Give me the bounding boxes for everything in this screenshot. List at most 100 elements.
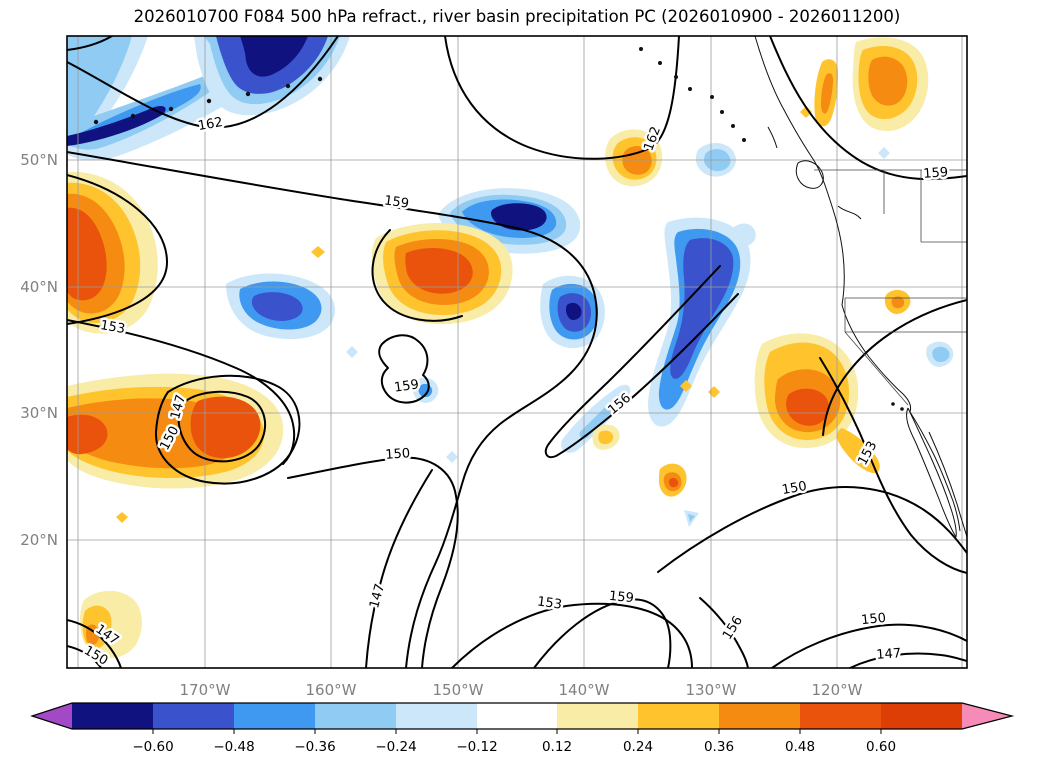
contour-label: 153 [536,594,563,612]
aleutian-island-dot [206,98,212,104]
contour-label: 150 [861,611,887,629]
contour-line-150 [657,486,967,573]
colorbar-tick-label: −0.12 [456,739,497,755]
x-axis-labels: 170°W 160°W 150°W 140°W 130°W 120°W [180,681,863,699]
anomaly-shading [67,36,954,659]
contour-line-156 [822,299,967,436]
colorbar: −0.60 −0.48 −0.36 −0.24 −0.12 0.12 0.24 … [30,702,1015,755]
contour-line-150 [771,623,967,668]
contour-line-153 [819,357,967,574]
negative-anomaly-fill [346,346,358,358]
contour-line-150 [154,374,301,485]
contour-label: 147 [367,582,388,610]
negative-anomaly-fill [670,238,734,379]
contour-label: 156 [720,614,746,643]
colorbar-outline [30,702,1015,730]
contour-line-147 [67,619,122,668]
coastlines [93,36,967,538]
positive-anomaly-fill [800,106,812,118]
y-tick-label: 30°N [20,404,58,422]
colorbar-segment [396,703,477,729]
x-tick-label: 120°W [812,681,863,699]
negative-anomaly-fill [251,292,303,321]
positive-anomaly-fill [116,512,128,523]
california-nevada-border [844,331,909,406]
colorbar-segment [153,703,234,729]
contour-label: 150 [385,446,411,463]
contour-line [67,36,113,51]
negative-anomaly-fill [446,451,458,463]
positive-anomaly-fill [821,73,834,114]
negative-anomaly-fill [932,346,950,362]
contour-line-153 [67,319,296,465]
contour-line-162 [67,36,339,129]
x-tick-label: 160°W [306,681,357,699]
island-dot [674,75,678,79]
y-tick-label: 20°N [20,531,58,549]
negative-anomaly-fill [67,105,166,146]
island-dot [731,124,735,128]
colorbar-segment [557,703,638,729]
colorbar-tick-label: 0.48 [785,739,815,755]
contour-label: 159 [393,377,420,395]
island-dot [639,47,643,51]
contour-line-156 [699,597,749,668]
contour-line-156 [67,174,168,325]
coastline-baja [906,407,957,538]
colorbar-tick-label: 0.24 [623,739,653,755]
colorbar-segment [72,703,153,729]
positive-anomaly-fill [786,388,830,426]
colorbar-under-arrow [32,703,72,729]
channel-island-dot [891,402,895,406]
positive-anomaly-fill [708,386,720,398]
colorbar-segment [315,703,396,729]
colorbar-ticks [152,729,882,734]
positive-anomaly-fill [67,414,108,455]
plot-border [66,35,968,669]
contour-line-147 [177,390,267,463]
chart-title: 2026010700 F084 500 hPa refract., river … [134,7,901,26]
colorbar-segment [234,703,315,729]
contour-label: 159 [608,589,634,607]
contour-lines [67,36,967,668]
positive-anomaly-fill [311,246,325,258]
contour-label: 159 [923,165,949,182]
positive-anomaly-fill [190,396,261,459]
contour-line-150 [287,456,459,668]
contour-label: 162 [197,115,224,134]
colorbar-tick-label: 0.60 [866,739,896,755]
negative-anomaly-fill [565,302,582,320]
contour-label: 153 [99,318,126,337]
island-dot [710,95,714,99]
aleutian-island-dot [168,106,174,112]
contour-label: 147 [876,646,902,663]
positive-anomaly-fill [868,56,908,106]
contour-line-153 [451,602,693,668]
colorbar-tick-label: −0.24 [375,739,416,755]
coastline-mexico-mainland [928,431,967,538]
contour-line-159 [378,334,430,404]
colorbar-tick-label: −0.60 [132,739,173,755]
contour-label: 159 [383,193,410,211]
colorbar-tick-label: −0.36 [294,739,335,755]
positive-anomaly-fill [891,296,905,309]
positive-anomaly-fill [668,478,679,488]
island-dot [742,138,746,142]
vancouver-island [795,160,824,189]
colorbar-segment [477,703,557,729]
negative-anomaly-fill [579,395,623,439]
contour-line-147 [849,652,967,668]
colorbar-tick-label: −0.48 [213,739,254,755]
negative-anomaly-fill [688,514,695,522]
x-tick-label: 140°W [559,681,610,699]
positive-anomaly-fill [622,146,652,175]
negative-anomaly-fill [732,223,756,247]
contour-line-156 [544,265,739,459]
political-borders [814,169,967,406]
y-axis-labels: 50°N 40°N 30°N 20°N [20,151,58,549]
negative-anomaly-fill [491,203,547,231]
colorbar-tick-labels: −0.60 −0.48 −0.36 −0.24 −0.12 0.12 0.24 … [132,739,896,755]
positive-anomaly-fill [680,380,692,392]
